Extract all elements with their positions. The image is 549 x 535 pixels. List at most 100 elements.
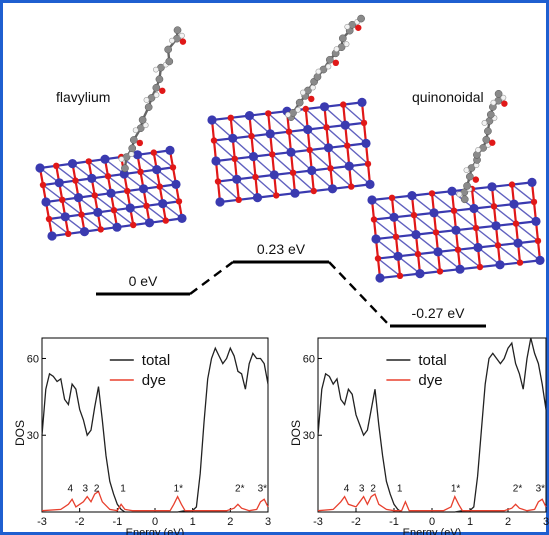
ti-o-bond [435,231,459,251]
energy-level-label: 0.23 eV [257,241,306,257]
oxygen-atom [179,38,187,45]
oxygen-atom [516,259,524,266]
x-tick-label: 2 [505,516,511,528]
titanium-atom [327,184,338,194]
oxygen-atom [269,151,276,158]
oxygen-atom [323,124,330,131]
oxygen-atom [428,190,436,197]
carbon-atom [155,75,164,84]
ti-o-bond [455,229,479,249]
ti-o-bond [232,137,254,158]
energy-connector [328,261,391,327]
oxygen-atom [396,272,404,279]
x-tick-label: -1 [112,516,122,528]
y-tick-label: 60 [27,353,39,365]
ti-o-bond [305,108,327,128]
oxygen-atom [348,183,355,190]
titanium-atom [407,191,417,201]
ti-o-bond [234,158,256,178]
dye-molecule-quinonoidal [456,89,508,204]
carbon-atom [494,89,503,98]
y-tick-label: 30 [27,430,39,442]
titanium-atom [248,152,259,162]
ti-o-bond [346,145,369,165]
hydrogen-atom [315,68,322,75]
energy-level-diagram: 0 eV 0.23 eV -0.27 eV flavylium quinonoidal [56,89,486,328]
oxygen-atom [490,203,498,210]
ti-o-bond [255,176,277,196]
legend-label-dye: dye [418,372,442,389]
hydrogen-atom [500,94,507,101]
hydrogen-atom [118,156,125,163]
peak-label: 1* [174,484,184,495]
oxygen-atom [410,211,418,219]
structure-label-quinonoidal: quinonoidal [412,89,484,105]
ti-o-bond [42,184,63,201]
hydrogen-atom [285,111,291,118]
titanium-atom [447,186,457,196]
ti-o-bond [417,253,441,272]
ti-o-bond [453,210,477,229]
ti-o-bond [513,203,537,222]
ti-o-bond [475,227,499,246]
ti-o-bond [473,207,497,227]
hydrogen-atom [143,97,150,103]
ti-o-bond [371,199,395,218]
titanium-atom [152,165,162,175]
ti-o-bond [413,214,437,233]
titanium-atom [451,225,461,235]
titanium-atom [367,195,377,205]
oxygen-atom [392,233,400,240]
oxygen-atom [227,114,234,122]
oxygen-atom [231,155,238,162]
hydrogen-atom [153,66,159,73]
peak-label: 2 [370,484,376,495]
carbon-atom [482,135,491,144]
ti-o-bond [153,152,174,168]
ti-o-bond [107,175,128,192]
hydrogen-atom [475,146,482,153]
titanium-atom [232,174,242,184]
ti-o-bond [236,178,258,199]
oxygen-atom [137,168,144,175]
oxygen-atom [289,169,297,176]
hydrogen-atom [333,46,340,53]
titanium-atom [54,178,64,188]
oxygen-atom [162,217,169,224]
carbon-atom [465,172,474,181]
series-line-dye [317,493,547,512]
titanium-atom [473,242,483,253]
legend-label-dye: dye [142,372,166,389]
hydrogen-atom [169,37,175,44]
oxygen-atom [85,158,92,165]
ti-o-bond [433,212,457,231]
ti-o-bond [415,234,439,253]
titanium-atom [307,165,317,176]
titanium-atom [415,269,425,279]
oxygen-atom [252,173,259,181]
carbon-atom [295,98,304,107]
peak-label: 1 [120,484,126,495]
oxygen-atom [248,132,255,140]
titanium-atom [35,163,45,173]
carbon-atom [128,144,137,153]
ti-o-bond [88,160,109,177]
titanium-atom [286,147,296,157]
titanium-atom [433,247,443,257]
x-tick-label: -3 [313,516,323,528]
titanium-atom [340,120,350,130]
ti-o-bond [126,190,147,207]
oxygen-atom [374,255,382,262]
oxygen-atom [124,187,131,195]
titanium-atom [455,264,465,274]
x-tick-label: 3 [543,516,549,528]
ti-o-bond [395,236,419,255]
oxygen-atom [310,187,317,195]
oxygen-atom [494,242,502,249]
oxygen-atom [302,105,309,113]
titanium-atom [487,182,497,192]
titanium-atom [393,251,403,261]
titanium-atom [429,208,439,218]
carbon-atom [463,182,471,190]
ti-o-bond [48,218,69,235]
